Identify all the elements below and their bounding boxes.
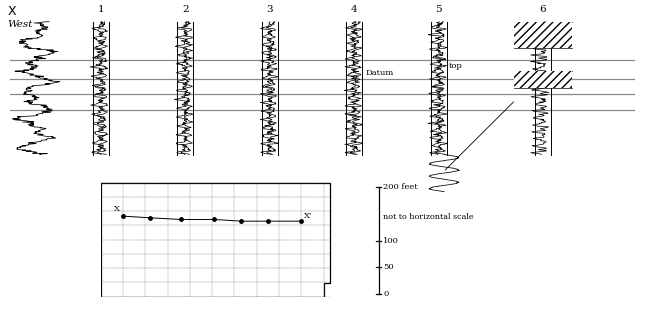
Text: West: West — [8, 20, 33, 29]
Text: X: X — [114, 205, 120, 213]
Text: 2: 2 — [182, 5, 188, 14]
Text: X: X — [8, 5, 16, 18]
Text: 4: 4 — [351, 5, 358, 14]
Text: not to horizontal scale: not to horizontal scale — [383, 213, 474, 221]
Text: Datum: Datum — [366, 69, 394, 77]
Text: 3: 3 — [266, 5, 273, 14]
Bar — [514, 22, 572, 48]
Text: 1: 1 — [98, 5, 104, 14]
Text: X': X' — [304, 212, 312, 220]
Text: 100: 100 — [383, 237, 399, 245]
Text: top: top — [448, 62, 462, 70]
Text: 0: 0 — [383, 290, 389, 298]
Text: 5: 5 — [436, 5, 442, 14]
Text: 200 feet: 200 feet — [383, 183, 418, 191]
Text: 6: 6 — [540, 5, 546, 14]
Bar — [514, 71, 572, 88]
Text: 50: 50 — [383, 263, 394, 271]
